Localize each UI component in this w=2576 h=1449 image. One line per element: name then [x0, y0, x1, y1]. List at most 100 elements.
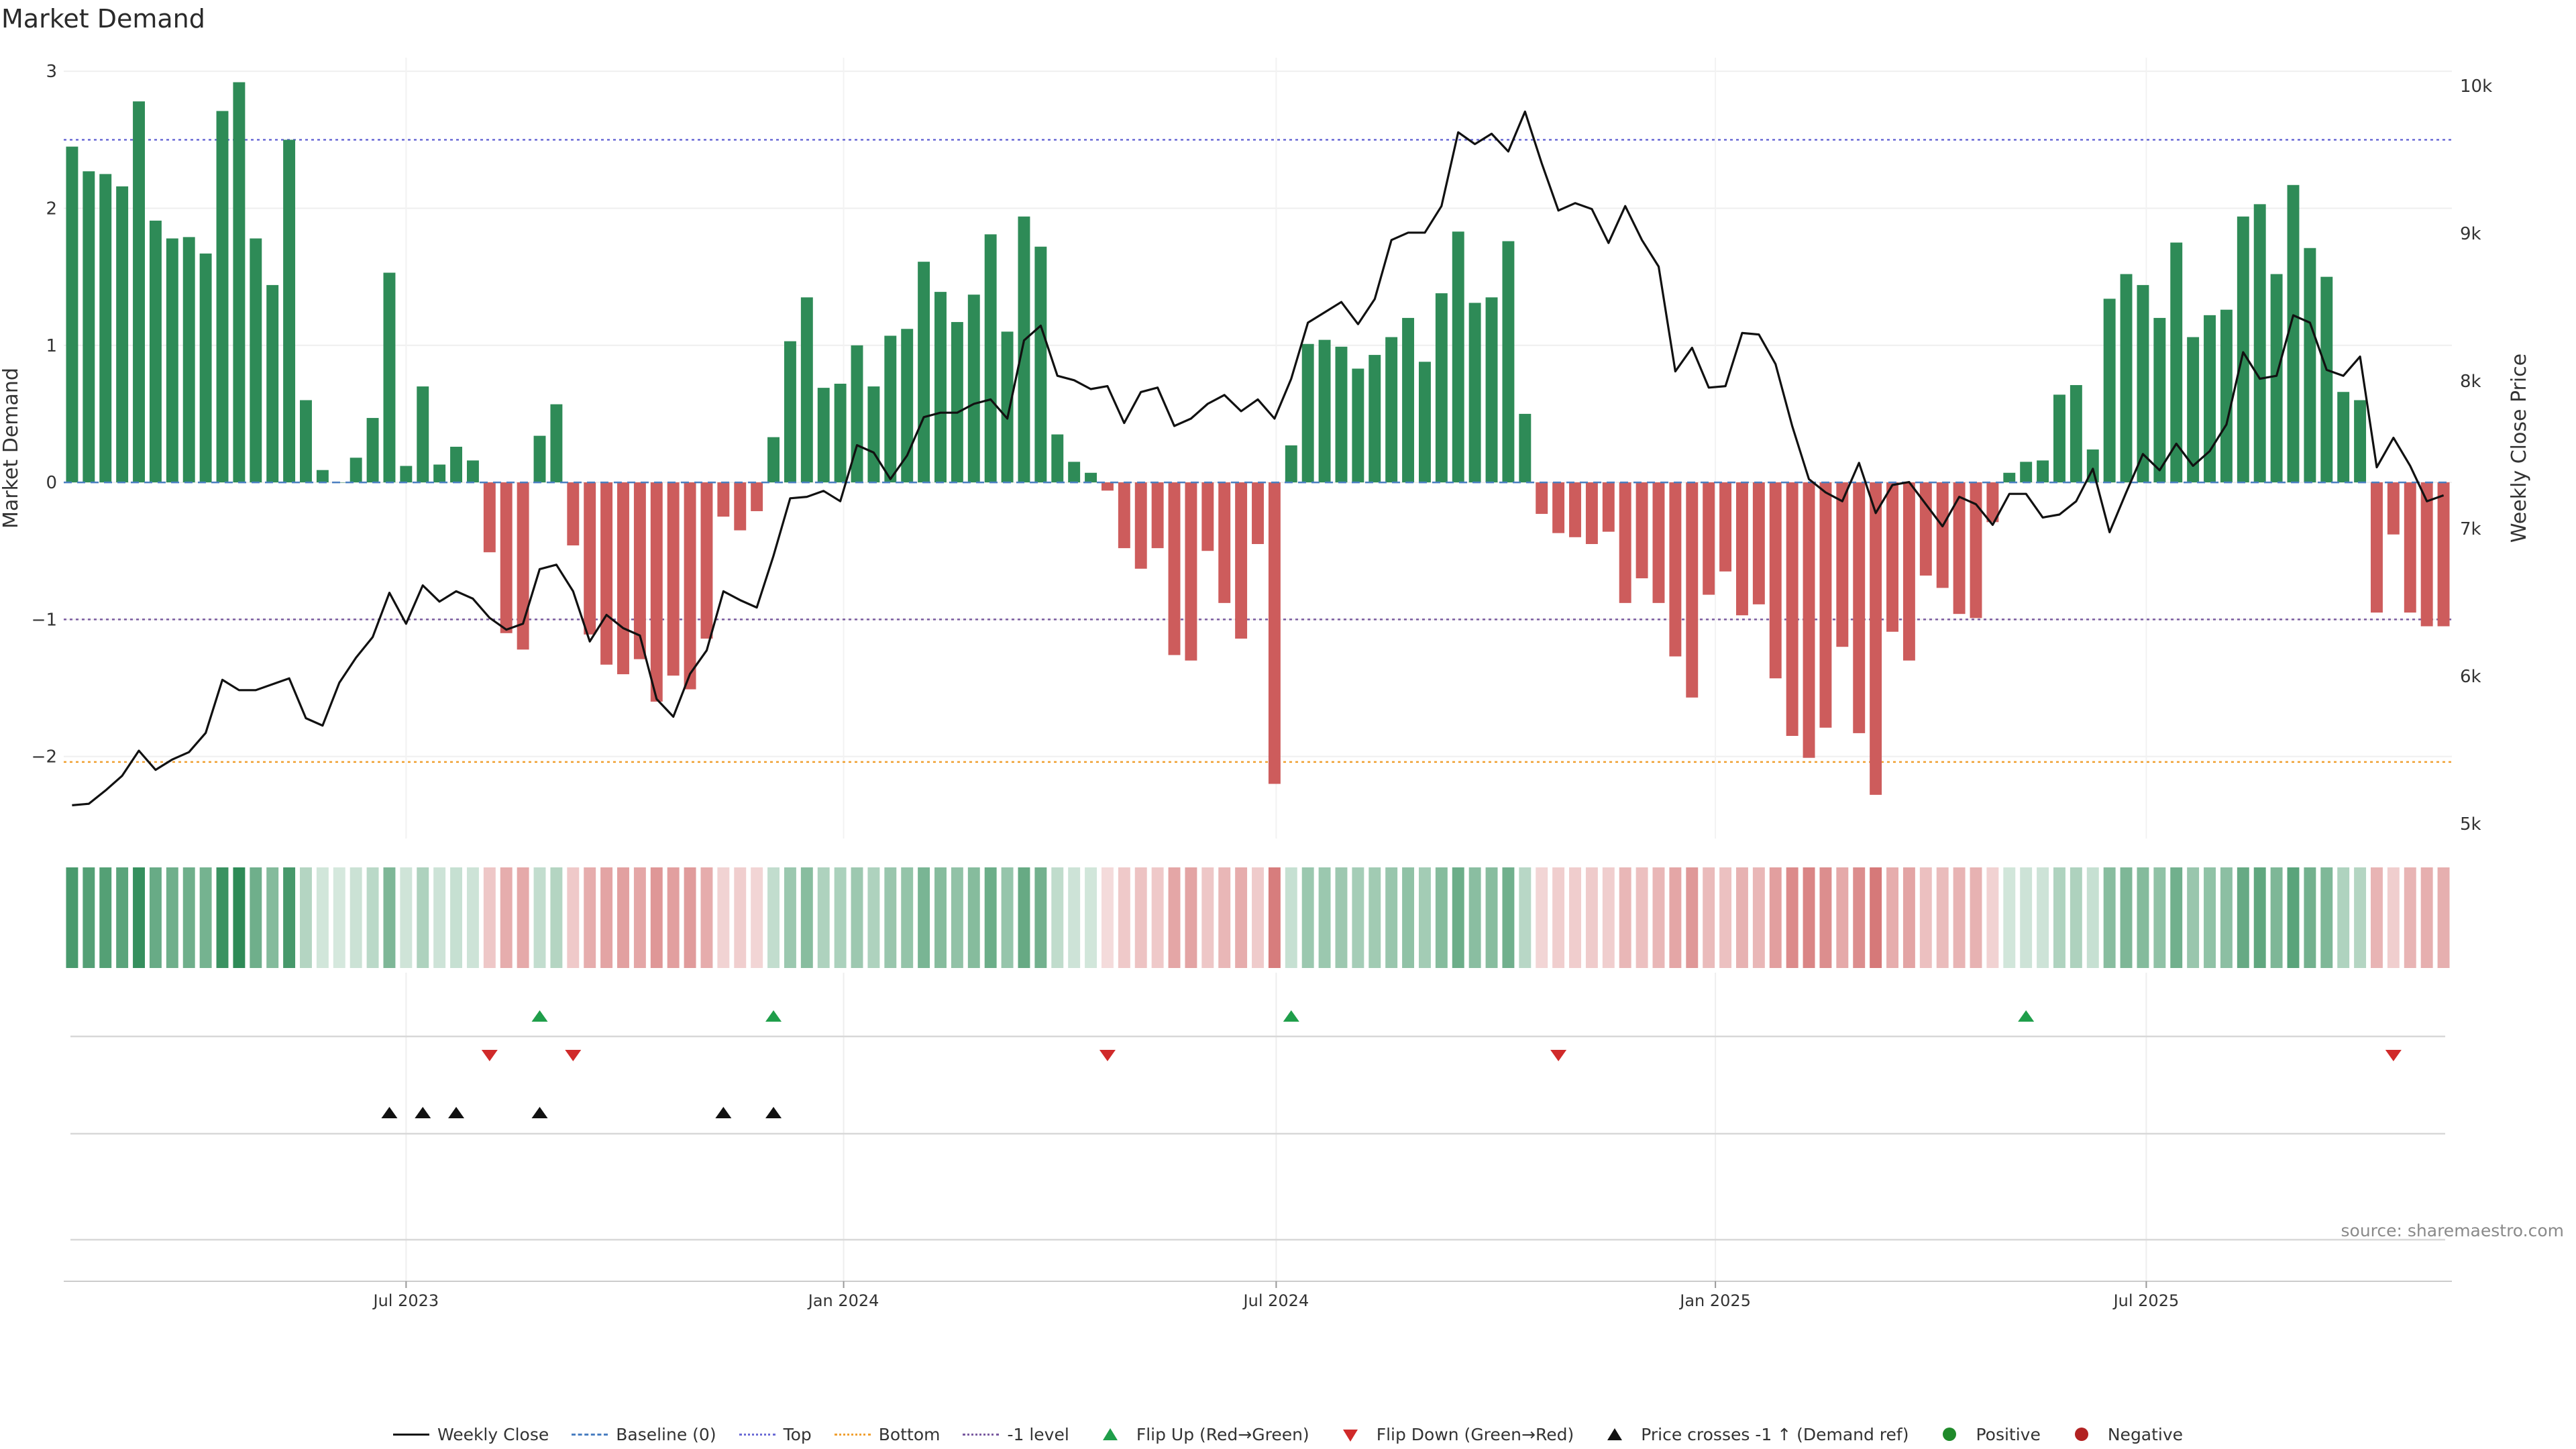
heat-strip-cell: [1118, 867, 1130, 968]
demand-bar: [1185, 482, 1197, 661]
demand-bar: [2320, 276, 2333, 483]
demand-bar: [2270, 274, 2283, 483]
heat-strip-cell: [751, 867, 763, 968]
heat-strip-cell: [1569, 867, 1581, 968]
legend-dotted-line-icon: [739, 1430, 775, 1439]
demand-bar: [1719, 482, 1732, 572]
y2-tick-label: 9k: [2460, 224, 2481, 244]
demand-bar: [1452, 231, 1464, 483]
heat-strip-cell: [1168, 867, 1181, 968]
heat-strip-cell: [2320, 867, 2333, 968]
price-cross-marker: [531, 1107, 548, 1118]
heat-strip-cell: [1519, 867, 1532, 968]
heat-strip-cell: [1001, 867, 1014, 968]
heat-strip-cell: [984, 867, 997, 968]
demand-bar: [1552, 482, 1565, 533]
heat-strip-cell: [2003, 867, 2016, 968]
demand-bar: [717, 482, 730, 517]
heat-strip-cell: [316, 867, 329, 968]
demand-bar: [1752, 482, 1765, 604]
price-cross-marker: [715, 1107, 732, 1118]
heat-strip-cell: [767, 867, 780, 968]
demand-bar: [2387, 482, 2400, 535]
demand-bar: [1051, 434, 1064, 483]
demand-bar: [2187, 337, 2200, 483]
demand-bar: [2153, 317, 2166, 483]
demand-bar: [1669, 482, 1682, 657]
heat-strip-cell: [1218, 867, 1231, 968]
triangle-up-icon: [1597, 1428, 1633, 1440]
heat-strip-cell: [1953, 867, 1966, 968]
demand-bar: [99, 174, 112, 483]
demand-bar: [1502, 241, 1515, 483]
heat-strip-cell: [600, 867, 613, 968]
heat-strip-cell: [533, 867, 546, 968]
flip-down-marker: [1550, 1050, 1567, 1061]
heat-strip-cell: [1285, 867, 1297, 968]
demand-bar: [366, 418, 379, 483]
heat-strip-cell: [1585, 867, 1598, 968]
heat-strip-cell: [951, 867, 963, 968]
flip-up-marker: [1283, 1010, 1299, 1022]
heat-strip-cell: [433, 867, 446, 968]
demand-bar: [751, 482, 763, 511]
demand-bar: [550, 404, 563, 483]
demand-bar: [250, 238, 262, 483]
legend-label: Bottom: [878, 1424, 941, 1444]
dot-icon: [1931, 1428, 1968, 1441]
heat-strip-cell: [918, 867, 930, 968]
demand-bar: [1385, 337, 1398, 483]
demand-bar: [166, 238, 178, 483]
demand-bar: [450, 446, 462, 483]
demand-bar: [2070, 385, 2082, 483]
demand-bar: [233, 82, 246, 483]
heat-strip-cell: [1235, 867, 1248, 968]
heat-strip-cell: [483, 867, 496, 968]
heat-strip-cell: [834, 867, 847, 968]
demand-bar: [1335, 346, 1348, 483]
heat-strip-cell: [851, 867, 863, 968]
y2-tick-label: 6k: [2460, 667, 2481, 687]
weekly-close-line: [72, 110, 2445, 806]
demand-bar: [83, 171, 95, 483]
heat-strip-cell: [1068, 867, 1081, 968]
demand-bar: [350, 458, 362, 483]
heat-strip-cell: [1385, 867, 1398, 968]
heat-strip-cell: [1368, 867, 1381, 968]
heat-strip-cell: [417, 867, 429, 968]
heat-strip-cell: [400, 867, 413, 968]
legend-label: Baseline (0): [616, 1424, 716, 1444]
price-cross-marker: [765, 1107, 782, 1118]
heat-strip-cell: [817, 867, 830, 968]
heat-strip-cell: [1536, 867, 1548, 968]
x-tick-label: Jul 2024: [1242, 1291, 1309, 1310]
demand-bar: [2371, 482, 2383, 613]
demand-bar: [1318, 339, 1331, 483]
heat-strip-cell: [2187, 867, 2200, 968]
demand-bar: [1085, 472, 1097, 483]
demand-bar: [1235, 482, 1248, 639]
heat-strip-cell: [233, 867, 246, 968]
heat-strip-cell: [133, 867, 145, 968]
demand-bar: [400, 466, 413, 483]
demand-bar: [1252, 482, 1264, 544]
demand-bar: [617, 482, 629, 675]
demand-bar: [984, 234, 997, 483]
dot-icon: [2063, 1428, 2100, 1441]
heat-strip-cell: [2037, 867, 2049, 968]
demand-bar: [1936, 482, 1949, 588]
demand-bar: [66, 146, 78, 483]
demand-bar: [1268, 482, 1281, 784]
demand-bar: [1635, 482, 1648, 579]
heat-strip-cell: [1853, 867, 1866, 968]
price-cross-marker: [448, 1107, 465, 1118]
demand-bar: [700, 482, 713, 639]
heat-strip-cell: [2170, 867, 2183, 968]
y2-tick-label: 10k: [2460, 76, 2492, 97]
heat-strip-cell: [617, 867, 629, 968]
demand-bar: [567, 482, 580, 546]
heat-strip-cell: [1252, 867, 1264, 968]
heat-strip-cell: [1085, 867, 1097, 968]
y-tick-label: −2: [32, 747, 57, 767]
legend-dotted-line-icon: [834, 1430, 871, 1439]
